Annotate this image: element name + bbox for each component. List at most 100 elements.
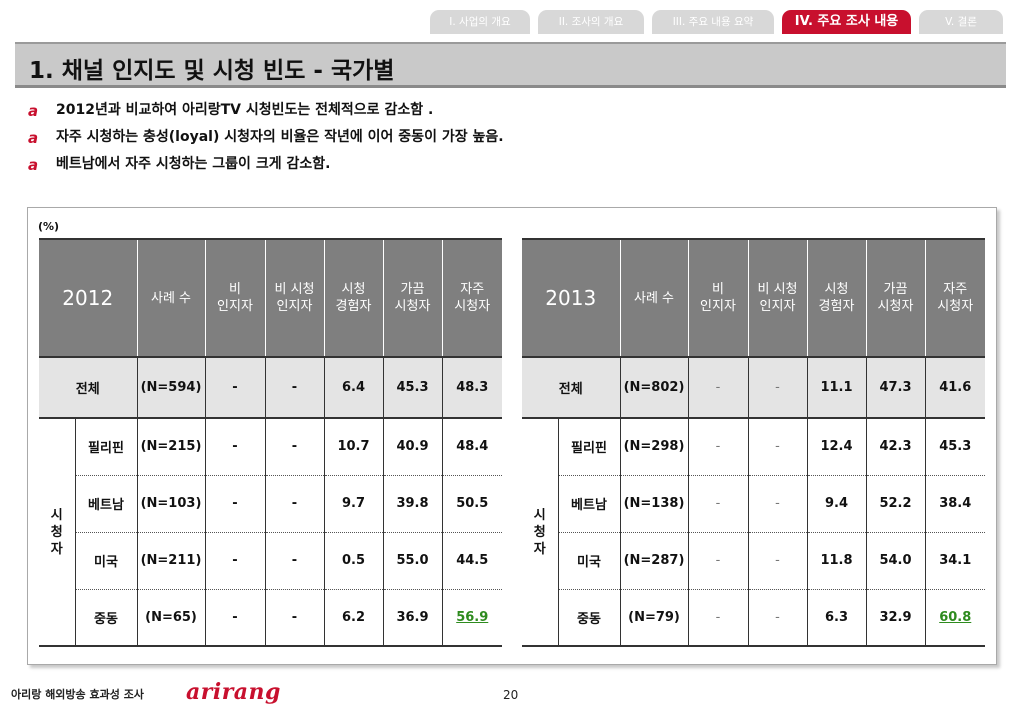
bullet-text: 2012년과 비교하여 아리랑TV 시청빈도는 전체적으로 감소함 . xyxy=(56,102,434,118)
section-tabs: I. 사업의 개요 II. 조사의 개요 III. 주요 내용 요약 IV. 주… xyxy=(430,10,1010,34)
cell-value: - xyxy=(204,418,265,476)
year-header: 2013 xyxy=(522,239,620,357)
tab-section-5[interactable]: V. 결론 xyxy=(919,10,1003,34)
cell-value: 10.7 xyxy=(323,418,383,476)
column-header: 사례 수 xyxy=(619,239,688,357)
tab-section-3[interactable]: III. 주요 내용 요약 xyxy=(652,10,774,34)
cell-value: - xyxy=(747,418,807,476)
sample-size: (N=211) xyxy=(136,532,205,590)
cell-value: - xyxy=(747,532,807,590)
cell-value: - xyxy=(687,418,748,476)
cell-value: 60.8 xyxy=(924,589,985,647)
cell-value: 12.4 xyxy=(806,418,866,476)
cell-value: 6.4 xyxy=(323,356,383,419)
cell-value: 6.2 xyxy=(323,589,383,647)
tab-section-2[interactable]: II. 조사의 개요 xyxy=(538,10,644,34)
cell-value: 42.3 xyxy=(865,418,925,476)
cell-value: 9.7 xyxy=(323,475,383,533)
table-row: 베트남 (N=138) - -9.4 52.2 38.4 xyxy=(522,475,985,533)
column-header: 비 시청 인지자 xyxy=(747,239,807,357)
tab-section-4[interactable]: IV. 주요 조사 내용 xyxy=(782,10,911,34)
bullet-a-icon: a xyxy=(28,156,39,174)
row-label: 전체 xyxy=(39,356,137,419)
column-header: 비 시청 인지자 xyxy=(264,239,324,357)
cell-value: - xyxy=(264,418,324,476)
table-row: 시 청 자 필리핀 (N=215) - -10.7 40.9 48.4 xyxy=(39,418,502,647)
country-label: 필리핀 xyxy=(74,418,137,476)
country-label: 베트남 xyxy=(557,475,620,533)
column-header: 비 인지자 xyxy=(687,239,748,357)
country-label: 베트남 xyxy=(74,475,137,533)
arirang-logo: arirang xyxy=(186,679,281,705)
bullet-a-icon: a xyxy=(28,129,39,147)
unit-label: (%) xyxy=(38,220,60,233)
page-number: 20 xyxy=(503,688,519,702)
tab-section-1[interactable]: I. 사업의 개요 xyxy=(430,10,530,34)
cell-value: 41.6 xyxy=(924,356,985,419)
table-row: 시 청 자 필리핀 (N=298) - -12.4 42.3 45.3 xyxy=(522,418,985,647)
bullet-text: 자주 시청하는 충성(loyal) 시청자의 비율은 작년에 이어 중동이 가장… xyxy=(56,129,504,145)
column-header: 사례 수 xyxy=(136,239,205,357)
page-title: 1. 채널 인지도 및 시청 빈도 - 국가별 xyxy=(29,58,395,84)
cell-value: 9.4 xyxy=(806,475,866,533)
table-row: 중동 (N=79) - -6.3 32.9 60.8 xyxy=(522,589,985,647)
column-header: 자주 시청자 xyxy=(924,239,985,357)
cell-value: 50.5 xyxy=(441,475,502,533)
table-row: 중동 (N=65) - -6.2 36.9 56.9 xyxy=(39,589,502,647)
country-label: 중동 xyxy=(557,589,620,647)
cell-value: 52.2 xyxy=(865,475,925,533)
cell-value: - xyxy=(687,589,748,647)
cell-value: - xyxy=(204,532,265,590)
column-header: 시청 경험자 xyxy=(323,239,383,357)
column-header: 가끔 시청자 xyxy=(865,239,925,357)
cell-value: - xyxy=(264,589,324,647)
sample-size: (N=287) xyxy=(619,532,688,590)
cell-value: 32.9 xyxy=(865,589,925,647)
cell-value: - xyxy=(264,356,324,419)
sample-size: (N=594) xyxy=(136,356,205,419)
cell-value: - xyxy=(204,356,265,419)
table-row-total: 전체 (N=594) - -6.4 45.3 48.3 xyxy=(39,356,502,419)
cell-value: 55.0 xyxy=(382,532,442,590)
table-2013: 2013 사례 수 비 인지자 비 시청 인지자 시청 경험자 가끔 시청자 자주 시청자 전체 (N=8… xyxy=(522,238,985,647)
cell-value: - xyxy=(687,356,748,419)
data-panel: (%) 2012 사례 수 비 인지자 비 시청 인지자 시청 경험자 가끔 시청자 자주 시청자 전체… xyxy=(27,207,997,665)
bullet-list: a 2012년과 비교하여 아리랑TV 시청빈도는 전체적으로 감소함 . a … xyxy=(28,98,928,179)
country-label: 중동 xyxy=(74,589,137,647)
column-header: 시청 경험자 xyxy=(806,239,866,357)
cell-value: - xyxy=(264,532,324,590)
country-label: 필리핀 xyxy=(557,418,620,476)
sample-size: (N=298) xyxy=(619,418,688,476)
cell-value: - xyxy=(264,475,324,533)
title-bar: 1. 채널 인지도 및 시청 빈도 - 국가별 xyxy=(15,42,1006,88)
sample-size: (N=138) xyxy=(619,475,688,533)
bullet-text: 베트남에서 자주 시청하는 그룹이 크게 감소함. xyxy=(56,156,331,172)
cell-value: - xyxy=(747,475,807,533)
cell-value: 45.3 xyxy=(382,356,442,419)
sample-size: (N=802) xyxy=(619,356,688,419)
year-header: 2012 xyxy=(39,239,137,357)
cell-value: - xyxy=(747,356,807,419)
cell-value: 45.3 xyxy=(924,418,985,476)
cell-value: 38.4 xyxy=(924,475,985,533)
cell-value: 11.8 xyxy=(806,532,866,590)
cell-value: - xyxy=(747,589,807,647)
cell-value: - xyxy=(687,532,748,590)
cell-value: 0.5 xyxy=(323,532,383,590)
bullet-item: a 2012년과 비교하여 아리랑TV 시청빈도는 전체적으로 감소함 . xyxy=(28,98,928,125)
cell-value: - xyxy=(204,589,265,647)
cell-value: 6.3 xyxy=(806,589,866,647)
cell-value: 40.9 xyxy=(382,418,442,476)
sample-size: (N=65) xyxy=(136,589,205,647)
column-header: 자주 시청자 xyxy=(441,239,502,357)
cell-value: 56.9 xyxy=(441,589,502,647)
cell-value: 39.8 xyxy=(382,475,442,533)
sample-size: (N=79) xyxy=(619,589,688,647)
cell-value: 48.3 xyxy=(441,356,502,419)
bullet-a-icon: a xyxy=(28,102,39,120)
cell-value: 11.1 xyxy=(806,356,866,419)
table-2012: 2012 사례 수 비 인지자 비 시청 인지자 시청 경험자 가끔 시청자 자주 시청자 전체 (N=5… xyxy=(39,238,502,647)
cell-value: - xyxy=(687,475,748,533)
bullet-item: a 자주 시청하는 충성(loyal) 시청자의 비율은 작년에 이어 중동이 … xyxy=(28,125,928,152)
